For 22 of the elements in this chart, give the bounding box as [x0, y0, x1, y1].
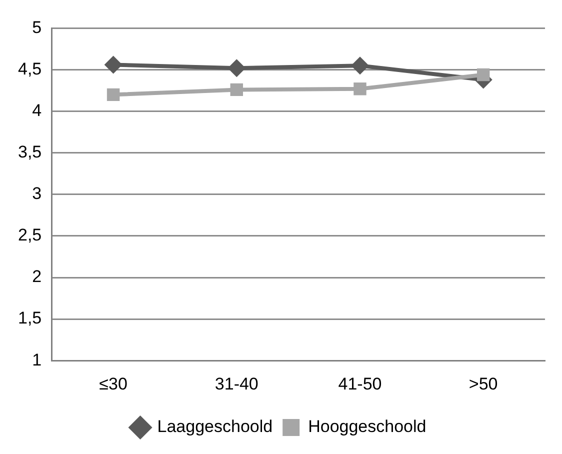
y-tick-label: 4 — [32, 100, 42, 120]
point — [106, 88, 120, 102]
y-tick-label: 5 — [32, 18, 42, 37]
y-tick-label: 3,5 — [18, 142, 42, 162]
x-tick-label: 41-50 — [338, 374, 382, 394]
y-tick-label: 1,5 — [18, 308, 42, 328]
y-tick-label: 2,5 — [18, 226, 42, 245]
y-tick-label: 4,5 — [18, 59, 42, 78]
point — [476, 68, 490, 82]
x-tick-label: 31-40 — [214, 374, 258, 394]
point — [354, 82, 366, 96]
x-tick-label: >50 — [468, 374, 498, 394]
y-tick-label: 1 — [32, 350, 42, 370]
y-tick-label: 2 — [32, 267, 42, 286]
point — [228, 59, 246, 78]
point — [230, 83, 244, 96]
legend-label: Hooggeschoold — [308, 417, 426, 436]
point — [104, 56, 122, 74]
y-tick-label: 3 — [32, 184, 42, 204]
x-tick-label: ≤30 — [99, 374, 128, 394]
legend-label: Laaggeschoold — [157, 417, 273, 436]
point — [350, 56, 369, 75]
